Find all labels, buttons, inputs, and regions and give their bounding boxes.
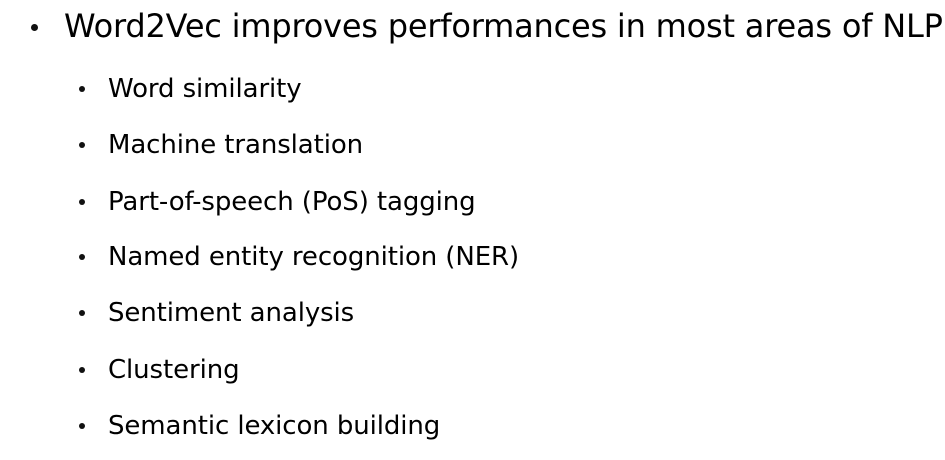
bullet-dot-icon xyxy=(79,254,85,260)
sub-bullet-text: Part-of-speech (PoS) tagging xyxy=(108,187,476,217)
sub-bullet-text: Named entity recognition (NER) xyxy=(108,242,520,272)
sub-bullet-text: Machine translation xyxy=(108,130,364,160)
bullet-dot-icon xyxy=(79,367,85,373)
bullet-dot-icon xyxy=(79,310,85,316)
sub-bullet-text: Clustering xyxy=(108,355,240,385)
sub-bullet-item: Sentiment analysis xyxy=(0,293,945,333)
sub-bullet-item: Word similarity xyxy=(0,69,945,109)
bullet-dot-icon xyxy=(79,423,85,429)
main-bullet-text: Word2Vec improves performances in most a… xyxy=(64,7,943,45)
bullet-dot-icon xyxy=(79,86,85,92)
sub-bullet-text: Semantic lexicon building xyxy=(108,411,441,441)
bullet-dot-icon xyxy=(79,199,85,205)
sub-bullet-item: Clustering xyxy=(0,350,945,390)
main-bullet: Word2Vec improves performances in most a… xyxy=(0,0,945,56)
sub-bullet-item: Part-of-speech (PoS) tagging xyxy=(0,182,945,222)
bullet-dot-icon xyxy=(31,24,38,31)
sub-bullet-text: Sentiment analysis xyxy=(108,298,355,328)
sub-bullet-item: Machine translation xyxy=(0,125,945,165)
sub-bullet-text: Word similarity xyxy=(108,74,302,104)
bullet-dot-icon xyxy=(79,142,85,148)
sub-bullet-item: Named entity recognition (NER) xyxy=(0,237,945,277)
sub-bullet-item: Semantic lexicon building xyxy=(0,406,945,446)
